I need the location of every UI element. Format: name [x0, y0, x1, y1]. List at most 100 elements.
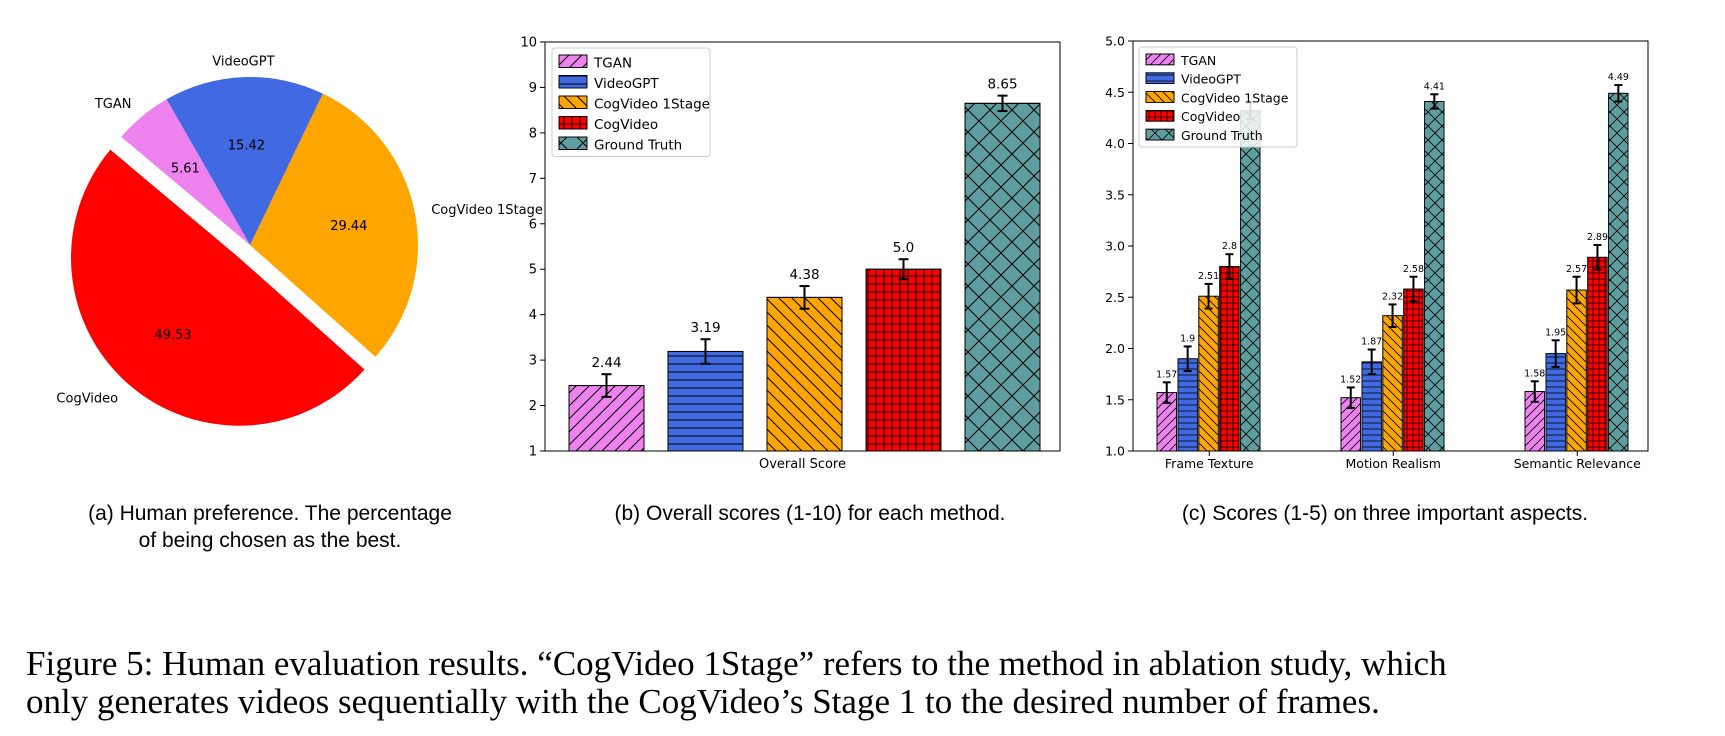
pie-category-label: CogVideo [56, 392, 118, 407]
y-tick-label: 10 [520, 36, 537, 51]
bar-value-label: 2.51 [1198, 271, 1219, 282]
y-tick-label: 4.5 [1105, 85, 1125, 100]
legend-swatch-hatch [1145, 110, 1175, 122]
caption-a-line1: (a) Human preference. The percentage [88, 502, 452, 525]
bar-cogvideo-frame-texture [1219, 266, 1240, 452]
x-tick-label: Semantic Relevance [1514, 456, 1641, 471]
caption-c: (c) Scores (1-5) on three important aspe… [1181, 502, 1589, 525]
legend-label-videogpt: VideoGPT [594, 76, 659, 92]
bar-hatch [766, 296, 843, 452]
bar-hatch [1587, 256, 1608, 452]
bar-value-label: 1.95 [1545, 327, 1566, 338]
y-tick-label: 3.0 [1105, 239, 1125, 254]
y-tick-label: 1.5 [1105, 392, 1125, 407]
x-tick-label: Frame Texture [1165, 456, 1254, 471]
legend-swatch-ground-truth [558, 136, 588, 150]
legend-swatch-hatch [1145, 72, 1175, 85]
legend-label-ground-truth: Ground Truth [1181, 128, 1263, 143]
pie-category-label: VideoGPT [212, 54, 274, 69]
bar-videogpt-motion-realism [1361, 361, 1382, 452]
bar-value-label: 1.87 [1361, 337, 1382, 348]
bar-cogvideo-1stage-frame-texture [1198, 295, 1219, 452]
bar-ground-truth-frame-texture [1240, 110, 1261, 452]
bar-tgan-semantic-relevance [1524, 391, 1545, 452]
y-tick-label: 1.0 [1105, 444, 1125, 459]
bar-value-label: 4.38 [789, 267, 819, 283]
y-tick-label: 3.5 [1105, 187, 1125, 202]
bar-value-label: 8.65 [987, 77, 1017, 93]
bar-value-label: 2.58 [1403, 264, 1424, 275]
figure-caption: Figure 5: Human evaluation results. “Cog… [26, 645, 1721, 721]
legend-swatch-hatch [1145, 128, 1175, 141]
legend-swatch-videogpt [1145, 72, 1175, 85]
bar-hatch [1545, 353, 1566, 452]
legend-swatch-tgan [1145, 53, 1175, 66]
legend-label-tgan: TGAN [1180, 53, 1216, 68]
bar-hatch [1608, 92, 1629, 452]
bar-value-label: 2.57 [1566, 264, 1587, 275]
legend-box [551, 47, 711, 157]
bar-hatch [1240, 110, 1261, 452]
bar-value-label: 1.9 [1180, 333, 1195, 344]
y-tick-label: 8 [529, 126, 537, 141]
bar-videogpt-semantic-relevance [1545, 353, 1566, 452]
bar-value-label: 2.44 [591, 355, 621, 371]
bar-value-label: 2.8 [1222, 241, 1237, 252]
legend-label-cogvideo-1stage: CogVideo 1Stage [1181, 90, 1289, 105]
pie-slice-cogvideo-1stage [250, 93, 418, 357]
y-tick-label: 9 [529, 81, 537, 96]
bar-cogvideo-motion-realism [1403, 288, 1424, 452]
y-tick-label: 4 [529, 308, 537, 323]
bar-value-label: 2.32 [1382, 291, 1403, 302]
x-axis-label: Overall Score [759, 457, 846, 472]
bar-hatch [1219, 266, 1240, 452]
overall-score-bar-chart: 1 2 3 4 5 6 7 8 9 10 2.44 3.19 4.38 5.0 8.65 Overall Sc… [520, 36, 1061, 472]
bar-tgan-frame-texture [1156, 392, 1177, 452]
y-tick-label: 2.0 [1105, 341, 1125, 356]
pie-slice-videogpt [166, 76, 323, 245]
y-tick-label: 2 [529, 399, 537, 414]
bar-value-label: 2.89 [1587, 232, 1608, 243]
bar-hatch [1198, 295, 1219, 452]
legend-swatch-hatch [558, 54, 588, 68]
aspect-scores-bar-chart: 1.0 1.5 2.0 2.5 3.0 3.5 4.0 4.5 5.0 1.57 1.9 2.51 2.… [1105, 34, 1649, 471]
y-tick-label: 3 [529, 354, 537, 369]
caption-a: (a) Human preference. The percentage of … [60, 500, 480, 554]
pie-category-label: CogVideo 1Stage [431, 203, 543, 218]
bar-hatch [865, 268, 942, 452]
bar-ground-truth-motion-realism [1424, 101, 1445, 452]
pie-value-label: 29.44 [330, 219, 367, 234]
bar-cogvideo-1stage [766, 296, 843, 452]
y-tick-label: 7 [529, 172, 537, 187]
bar-hatch [1361, 361, 1382, 452]
legend-label-ground-truth: Ground Truth [594, 138, 682, 154]
y-tick-label: 6 [529, 217, 537, 232]
legend-swatch-hatch [1145, 53, 1175, 66]
bar-hatch [964, 102, 1041, 452]
y-tick-label: 5 [529, 263, 537, 278]
legend-swatch-ground-truth [1145, 128, 1175, 141]
bar-hatch [1177, 358, 1198, 452]
pie-chart: 49.53 CogVideo 29.44 CogVideo 1Stage 15.42 Vi… [56, 54, 543, 426]
legend-swatch-hatch [558, 116, 588, 130]
bar-cogvideo-semantic-relevance [1587, 256, 1608, 452]
caption-a-line2: of being chosen as the best. [138, 529, 402, 552]
bar-hatch [1403, 288, 1424, 452]
bar-hatch [1424, 101, 1445, 452]
caption-b: (b) Overall scores (1-10) for each metho… [614, 502, 1006, 525]
bar-cogvideo-1stage-semantic-relevance [1566, 289, 1587, 452]
bar-ground-truth-semantic-relevance [1608, 92, 1629, 452]
pie-value-label: 49.53 [154, 328, 191, 343]
legend-swatch-cogvideo-1stage [1145, 91, 1175, 103]
bar-value-label: 4.41 [1424, 81, 1445, 92]
legend-swatch-hatch [558, 95, 588, 109]
bar-hatch [667, 350, 744, 452]
pie-slice-cogvideo [71, 149, 365, 426]
y-tick-label: 1 [529, 445, 537, 460]
legend-label-cogvideo-1stage: CogVideo 1Stage [594, 97, 710, 113]
bar-value-label: 3.19 [690, 320, 720, 336]
legend-swatch-hatch [1145, 91, 1175, 103]
bar-cogvideo-1stage-motion-realism [1382, 315, 1403, 452]
legend-swatch-cogvideo [1145, 110, 1175, 122]
